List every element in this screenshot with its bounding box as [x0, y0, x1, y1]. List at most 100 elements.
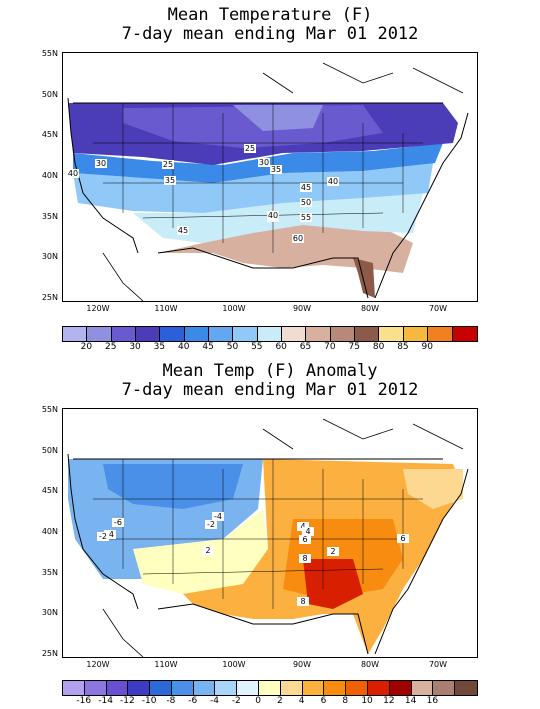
legend-swatch — [209, 327, 234, 341]
legend-swatch — [215, 681, 238, 695]
contour-label: 4 — [300, 522, 305, 531]
contour-label: 45 — [178, 226, 188, 235]
legend-swatch — [452, 327, 477, 341]
contour-label-bg — [299, 535, 311, 544]
mexico-coast-2 — [102, 608, 144, 657]
legend-value: -4 — [210, 696, 219, 706]
canada-lines-2 — [262, 418, 464, 450]
contour-label-bg — [300, 213, 312, 222]
legend-value: -16 — [76, 696, 92, 706]
canada-lines — [262, 62, 464, 94]
contour-label-bg — [299, 554, 311, 563]
legend-swatch — [160, 327, 185, 341]
contour-label: -4 — [106, 530, 114, 539]
contour-label-bg — [212, 512, 224, 521]
contour-label-bg — [112, 518, 124, 527]
contour-label-bg — [104, 530, 116, 539]
contour-label: -4 — [214, 512, 222, 521]
legend-value: 40 — [178, 342, 190, 352]
contour-label-bg — [292, 234, 304, 243]
contour-label: 50 — [301, 198, 311, 207]
contour-label-bg — [258, 158, 270, 167]
contour-label: 8 — [302, 554, 307, 563]
legend-swatch — [184, 327, 210, 341]
legend-swatch — [428, 327, 453, 341]
legend-swatch — [455, 681, 477, 695]
longitude-label: 120W — [86, 304, 110, 313]
temp-region-cold-core — [233, 105, 323, 131]
legend-value: -2 — [231, 696, 241, 706]
contour-label-bg — [327, 177, 339, 186]
contour-label-bg — [177, 226, 189, 235]
contour-label: 6 — [302, 535, 307, 544]
anom-region-hot-core — [303, 559, 363, 609]
contour-label: 25 — [163, 160, 173, 169]
legend-value: 6 — [320, 696, 327, 706]
panel1-title-line2: 7-day mean ending Mar 01 2012 — [121, 24, 419, 44]
legend-value: 14 — [404, 696, 417, 706]
contour-label-bg — [302, 527, 314, 536]
contour-label-bg — [97, 532, 109, 541]
legend-swatch — [280, 681, 303, 695]
contour-label: 8 — [300, 597, 305, 606]
legend-value: 12 — [383, 696, 395, 706]
legend-swatch — [193, 681, 216, 695]
mexico-coast — [102, 252, 144, 301]
legend-swatch — [237, 681, 260, 695]
contour-label-bg — [270, 165, 282, 174]
contour-label: 35 — [271, 165, 281, 174]
contour-label-bg — [162, 160, 174, 169]
temp-region-gulf-warm — [158, 223, 413, 273]
temp-region-florida — [353, 258, 375, 298]
panel2-legend-labels: -16 -14 -12 -10 -8 -6 -4 -2 0 2 4 6 8 10 12 14 16 — [62, 696, 476, 708]
legend-swatch — [282, 327, 307, 341]
coastline-west — [67, 97, 139, 254]
contour-label-bg — [164, 176, 176, 185]
state-lines-2 — [93, 459, 423, 609]
legend-value: -14 — [98, 696, 113, 706]
contour-label: 4 — [305, 527, 310, 536]
legend-value: -10 — [141, 696, 157, 706]
legend-swatch — [302, 681, 325, 695]
longitude-label: 120W — [86, 660, 110, 669]
legend-swatch — [379, 327, 404, 341]
contour-label: 25 — [245, 144, 255, 153]
coastline-east — [374, 112, 469, 299]
legend-swatch — [433, 681, 456, 695]
contour-label: -2 — [207, 520, 215, 529]
legend-swatch — [389, 681, 412, 695]
legend-value: 8 — [342, 696, 349, 706]
legend-value: 20 — [80, 342, 93, 352]
legend-value: 75 — [348, 342, 360, 352]
legend-value: 35 — [153, 342, 166, 352]
legend-value: 70 — [324, 342, 336, 352]
legend-value: 55 — [251, 342, 263, 352]
temp-region-mid — [73, 163, 433, 213]
anom-region-transition — [133, 509, 268, 594]
legend-value: 30 — [129, 342, 141, 352]
longitude-label: 80W — [360, 304, 380, 313]
contour-label-bg — [95, 159, 107, 168]
panel1-map-svg: 302525303535404045505540456040 — [67, 62, 469, 301]
longitude-label: 90W — [292, 660, 312, 669]
panel2-title-line2: 7-day mean ending Mar 01 2012 — [121, 380, 419, 400]
latitude-label: 25N — [41, 293, 58, 302]
latitude-label: 35N — [41, 567, 58, 577]
legend-value: 50 — [226, 342, 239, 352]
contour-label: 40 — [328, 177, 338, 186]
legend-value: -6 — [188, 696, 198, 706]
legend-swatch — [111, 327, 137, 341]
panel1-legend — [62, 326, 478, 342]
panel1-contour-labels: 302525303535404045505540456040 — [67, 144, 339, 243]
contour-label: 6 — [400, 534, 405, 543]
latitude-label: 25N — [41, 649, 58, 658]
legend-swatch — [136, 327, 161, 341]
legend-value: 85 — [397, 342, 409, 352]
legend-swatch — [324, 681, 347, 695]
legend-swatch — [411, 681, 434, 695]
contour-label-bg — [297, 522, 309, 531]
coastline-west-2 — [67, 453, 139, 610]
contour-label-bg — [202, 546, 214, 555]
